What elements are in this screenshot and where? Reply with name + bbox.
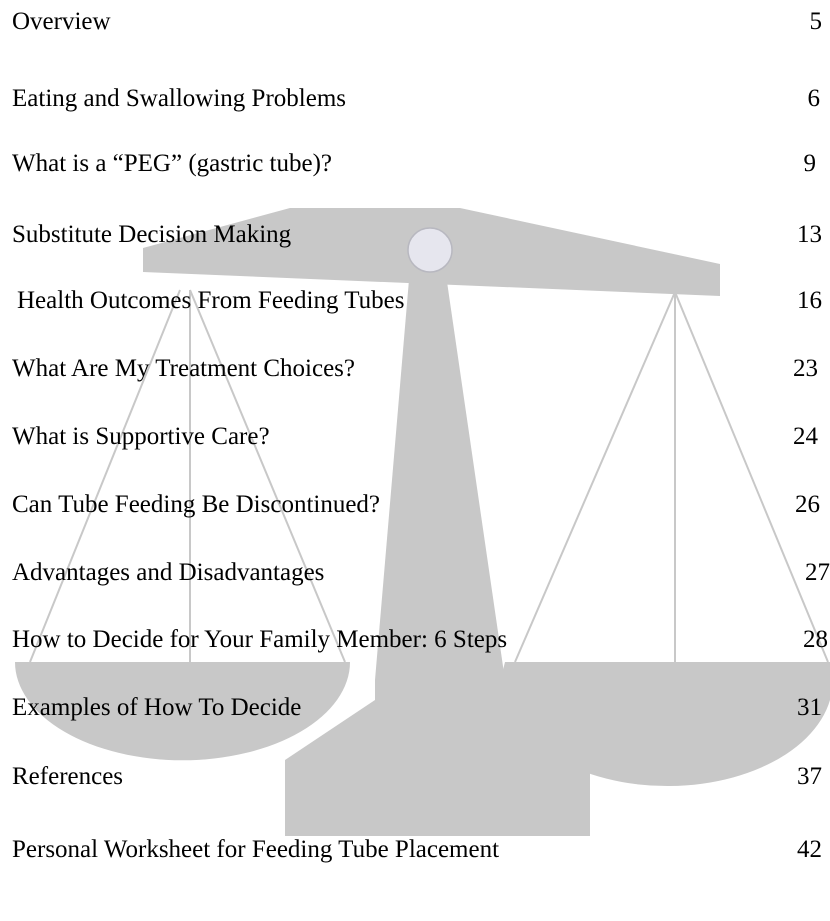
- toc-entry: Health Outcomes From Feeding Tubes 16: [0, 284, 830, 318]
- entry-title: What Are My Treatment Choices?: [12, 352, 355, 386]
- entry-title: References: [12, 760, 123, 794]
- entry-title: Personal Worksheet for Feeding Tube Plac…: [12, 833, 499, 867]
- entry-page: 31: [797, 691, 822, 725]
- toc-entry: What Are My Treatment Choices? 23: [0, 352, 830, 386]
- entry-title: Advantages and Disadvantages: [12, 556, 324, 590]
- page: Overview 5 Eating and Swallowing Problems 6…: [0, 0, 830, 921]
- toc-entry: Can Tube Feeding Be Discontinued? 26: [0, 488, 830, 522]
- entry-title: Overview: [12, 5, 111, 39]
- string: [30, 290, 180, 662]
- entry-title: How to Decide for Your Family Member: 6 …: [12, 623, 507, 657]
- entry-page: 6: [808, 82, 821, 116]
- entry-page: 16: [797, 284, 822, 318]
- toc-entry: Overview 5: [0, 5, 830, 39]
- entry-page: 37: [797, 760, 822, 794]
- entry-page: 9: [804, 147, 817, 181]
- string: [190, 290, 345, 662]
- toc-entry: References 37: [0, 760, 830, 794]
- entry-page: 13: [797, 218, 822, 252]
- entry-page: 27: [805, 556, 830, 590]
- entry-page: 23: [793, 352, 818, 386]
- entry-page: 42: [797, 833, 822, 867]
- toc-entry: Personal Worksheet for Feeding Tube Plac…: [0, 833, 830, 867]
- entry-title: What is Supportive Care?: [12, 420, 270, 454]
- entry-title: Substitute Decision Making: [12, 218, 291, 252]
- toc-entry: Examples of How To Decide 31: [0, 691, 830, 725]
- string: [675, 292, 828, 662]
- entry-title: Health Outcomes From Feeding Tubes: [17, 284, 405, 318]
- entry-title: What is a “PEG” (gastric tube)?: [12, 147, 332, 181]
- entry-page: 24: [793, 420, 818, 454]
- entry-page: 28: [803, 623, 828, 657]
- toc-entry: Eating and Swallowing Problems 6: [0, 82, 830, 116]
- entry-page: 26: [795, 488, 820, 522]
- entry-page: 5: [810, 5, 823, 39]
- entry-title: Eating and Swallowing Problems: [12, 82, 346, 116]
- toc-entry: What is Supportive Care? 24: [0, 420, 830, 454]
- entry-title: Examples of How To Decide: [12, 691, 301, 725]
- toc-entry: Substitute Decision Making 13: [0, 218, 830, 252]
- toc-entry: Advantages and Disadvantages 27: [0, 556, 830, 590]
- toc-entry: How to Decide for Your Family Member: 6 …: [0, 623, 830, 657]
- entry-title: Can Tube Feeding Be Discontinued?: [12, 488, 380, 522]
- string: [515, 292, 675, 662]
- toc-entry: What is a “PEG” (gastric tube)? 9: [0, 147, 830, 181]
